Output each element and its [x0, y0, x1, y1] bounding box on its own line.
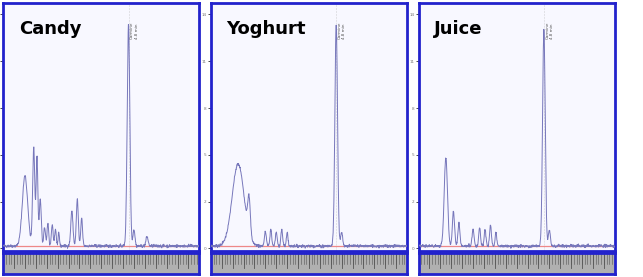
Text: Juice: Juice — [434, 20, 483, 38]
Text: Yoghurt: Yoghurt — [226, 20, 306, 38]
Text: Carmine
4.8 min: Carmine 4.8 min — [130, 22, 139, 39]
Text: Carmine
4.8 min: Carmine 4.8 min — [338, 22, 347, 39]
Text: Carmine
4.8 min: Carmine 4.8 min — [545, 22, 554, 39]
Text: Candy: Candy — [19, 20, 82, 38]
